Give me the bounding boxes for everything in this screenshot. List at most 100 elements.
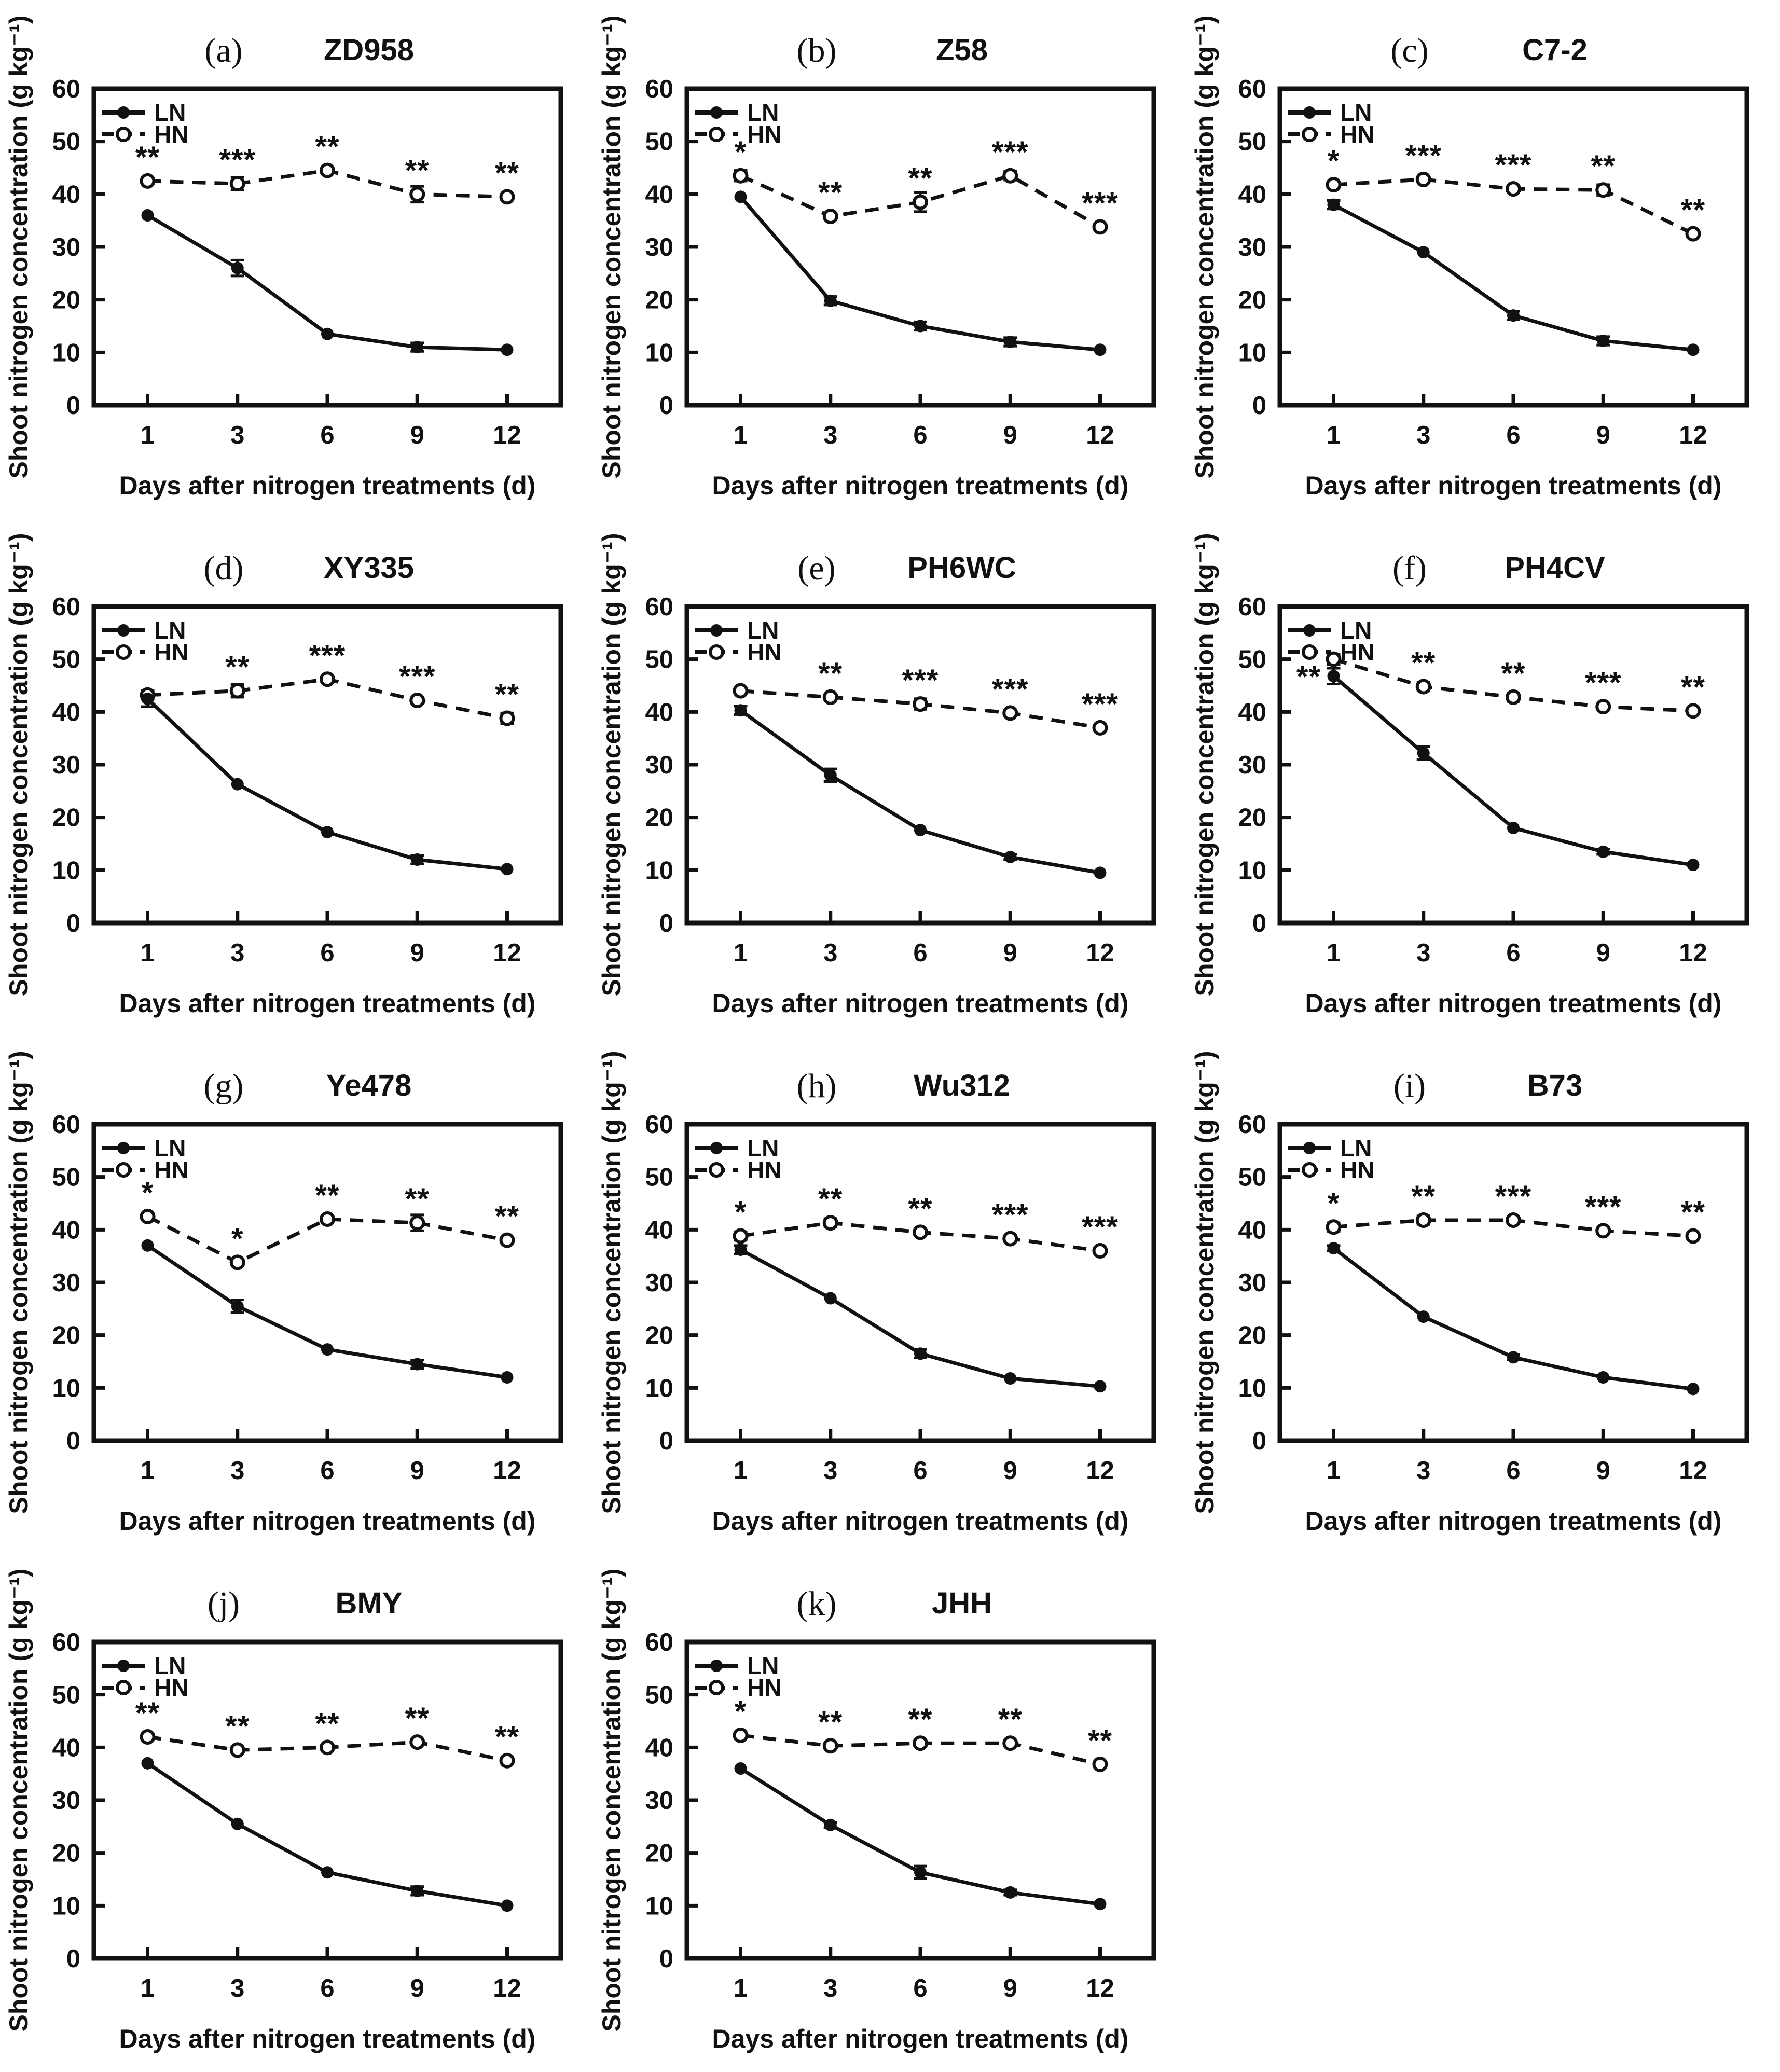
- y-axis-label: Shoot nitrogen concentration (g kg⁻¹): [1190, 1051, 1219, 1514]
- significance-label: *: [142, 1176, 154, 1210]
- x-tick-label: 3: [230, 1457, 244, 1485]
- hn-marker-open-circle-icon: [229, 683, 245, 699]
- subplot-j: (j) BMY 0 10 20 30 40 50 60 1 3 6 9 12 Days after nitr…: [1, 1554, 594, 2071]
- y-tick-label: 60: [52, 1628, 80, 1656]
- hn-marker-open-circle-icon: [1092, 1243, 1108, 1259]
- ln-marker-filled-circle-icon: [411, 1358, 424, 1371]
- x-tick-label: 9: [410, 421, 424, 449]
- ln-marker-filled-circle-icon: [914, 320, 927, 333]
- x-tick-label: 12: [493, 1974, 521, 2002]
- subplot-a: (a) ZD958 0 10 20 30 40 50 60 1 3 6 9 12 Days after ni…: [1, 1, 594, 518]
- x-tick-label: 6: [1506, 1457, 1520, 1485]
- x-tick-label: 1: [734, 939, 748, 967]
- ln-marker-filled-circle-icon: [734, 704, 747, 717]
- chart-canvas: (i) B73 0 10 20 30 40 50 60 1 3 6 9 12 Days after nitr…: [1190, 1051, 1749, 1536]
- y-tick-label: 0: [66, 1427, 80, 1455]
- ln-marker-filled-circle-icon: [321, 327, 334, 340]
- y-axis-label: Shoot nitrogen concentration (g kg⁻¹): [4, 16, 33, 479]
- ln-marker-filled-circle-icon: [734, 1762, 747, 1775]
- ln-line: [1332, 203, 1693, 352]
- x-tick-label: 12: [1679, 939, 1707, 967]
- x-tick-label: 9: [1596, 421, 1610, 449]
- legend-label-ln: LN: [747, 1652, 779, 1679]
- panel-title: PH6WC: [907, 551, 1016, 585]
- x-tick-label: 12: [1086, 421, 1114, 449]
- x-tick-label: 9: [1003, 1457, 1017, 1485]
- x-axis-label: Days after nitrogen treatments (d): [712, 2024, 1129, 2053]
- panel-title: Ye478: [326, 1069, 412, 1102]
- y-tick-label: 30: [645, 1787, 673, 1815]
- y-tick-label: 50: [645, 128, 673, 156]
- subplot-c: (c) C7-2 0 10 20 30 40 50 60 1 3 6 9 12 Days after nit…: [1186, 1, 1779, 518]
- ln-marker-filled-circle-icon: [914, 1347, 927, 1360]
- x-axis-label: Days after nitrogen treatments (d): [119, 471, 536, 500]
- hn-marker-open-circle-icon: [1685, 703, 1701, 719]
- significance-label: *: [735, 1695, 747, 1729]
- x-tick-label: 9: [1003, 421, 1017, 449]
- x-tick-label: 9: [410, 1974, 424, 2002]
- hn-marker-open-circle-icon: [409, 1734, 425, 1750]
- x-tick-label: 6: [1506, 421, 1520, 449]
- ln-marker-filled-circle-icon: [231, 1817, 244, 1830]
- ln-marker-filled-circle-icon: [1094, 1898, 1107, 1911]
- x-tick-label: 6: [913, 939, 927, 967]
- significance-label: **: [818, 176, 843, 210]
- ln-marker-filled-circle-icon: [914, 1866, 927, 1879]
- ln-marker-filled-circle-icon: [1004, 336, 1017, 348]
- legend-label-ln: LN: [1340, 617, 1372, 644]
- x-tick-label: 6: [320, 1974, 334, 2002]
- ln-marker-filled-circle-icon: [501, 1371, 514, 1384]
- hn-marker-open-circle-icon: [1415, 1212, 1431, 1228]
- significance-label: **: [818, 657, 843, 690]
- ln-marker-filled-circle-icon: [824, 1818, 837, 1831]
- y-tick-label: 20: [52, 286, 80, 314]
- panel-label: (k): [797, 1585, 837, 1623]
- ln-line: [739, 1248, 1100, 1388]
- significance-label: ***: [219, 143, 256, 177]
- x-axis-label: Days after nitrogen treatments (d): [1305, 1507, 1722, 1536]
- x-tick-label: 12: [493, 1457, 521, 1485]
- hn-marker-open-circle-icon: [913, 1735, 928, 1751]
- panel-label: (e): [797, 549, 835, 587]
- hn-marker-open-circle-icon: [320, 162, 335, 178]
- ln-marker-filled-circle-icon: [1004, 850, 1017, 863]
- x-tick-label: 12: [1086, 939, 1114, 967]
- significance-label: **: [495, 678, 519, 712]
- y-tick-label: 60: [1238, 75, 1266, 103]
- subplot-g: (g) Ye478 0 10 20 30 40 50 60 1 3 6 9 12 Days after ni…: [1, 1036, 594, 1554]
- hn-marker-open-circle-icon: [499, 189, 515, 205]
- y-tick-label: 40: [52, 1216, 80, 1244]
- ln-marker-filled-circle-icon: [1094, 343, 1107, 356]
- y-tick-label: 50: [52, 128, 80, 156]
- ln-line: [146, 1244, 508, 1379]
- x-tick-label: 1: [1327, 939, 1341, 967]
- y-tick-label: 30: [645, 1269, 673, 1297]
- panel-title: BMY: [336, 1586, 403, 1620]
- x-tick-label: 9: [1596, 939, 1610, 967]
- y-tick-label: 0: [659, 1427, 673, 1455]
- y-tick-label: 30: [52, 751, 80, 779]
- significance-label: **: [495, 156, 519, 190]
- y-tick-label: 30: [645, 233, 673, 261]
- x-tick-label: 1: [141, 939, 155, 967]
- significance-label: ***: [1082, 1210, 1119, 1244]
- ln-marker-filled-circle-icon: [1597, 1371, 1610, 1384]
- hn-marker-open-circle-icon: [229, 1742, 245, 1758]
- legend-open-circle-icon: [116, 644, 131, 660]
- hn-marker-open-circle-icon: [320, 671, 335, 687]
- y-tick-label: 10: [645, 857, 673, 885]
- ln-marker-filled-circle-icon: [1417, 747, 1430, 759]
- y-axis-label: Shoot nitrogen concentration (g kg⁻¹): [1190, 533, 1219, 997]
- hn-marker-open-circle-icon: [140, 1729, 156, 1745]
- ln-marker-filled-circle-icon: [411, 853, 424, 866]
- significance-label: ***: [1585, 666, 1622, 700]
- significance-label: *: [735, 1196, 747, 1230]
- y-tick-label: 40: [52, 1734, 80, 1762]
- y-tick-label: 30: [1238, 751, 1266, 779]
- y-axis-label: Shoot nitrogen concentration (g kg⁻¹): [4, 1051, 33, 1514]
- subplot-k: (k) JHH 0 10 20 30 40 50 60 1 3 6 9 12 Days after nitr…: [594, 1554, 1186, 2071]
- panel-label: (h): [797, 1067, 837, 1105]
- subplot-i: (i) B73 0 10 20 30 40 50 60 1 3 6 9 12 Days after nitr…: [1186, 1036, 1779, 1554]
- x-tick-label: 1: [141, 421, 155, 449]
